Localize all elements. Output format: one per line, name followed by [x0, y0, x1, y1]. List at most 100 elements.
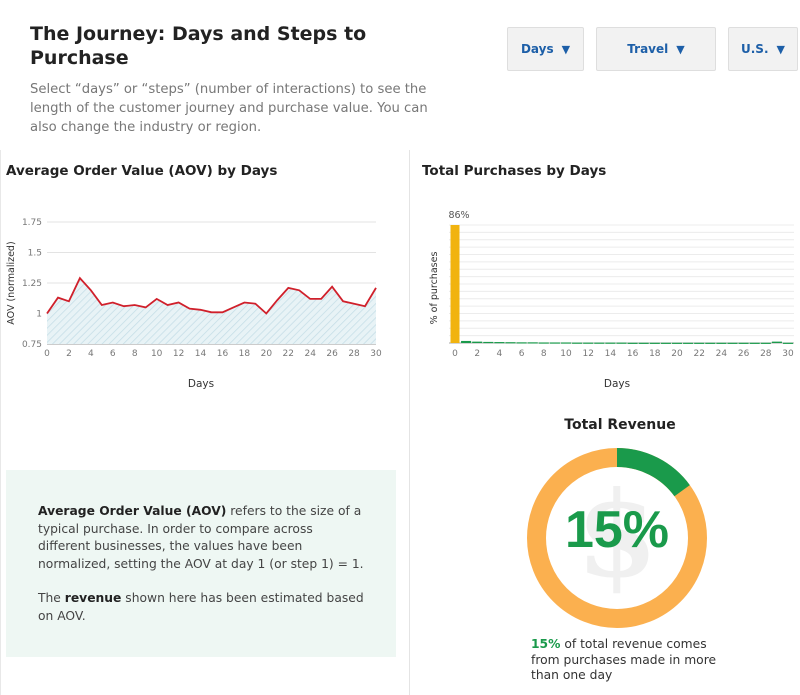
purchases-bar [671, 342, 683, 344]
purchases-bar [705, 342, 716, 344]
aov-definition-text: refers to the size of a typical purchase… [38, 504, 364, 571]
purchases-x-axis-label: Days [604, 378, 630, 390]
purchases-bar [638, 342, 649, 344]
purchases-chart-title: Total Purchases by Days [422, 163, 607, 179]
aov-area [47, 278, 376, 344]
industry-dropdown[interactable]: Travel ▼ [596, 27, 716, 71]
aov-x-tick-label: 6 [110, 349, 116, 359]
purchases-bar [549, 342, 560, 344]
aov-y-tick-label: 1.5 [28, 249, 42, 259]
purchases-x-tick-label: 16 [627, 349, 639, 359]
measure-dropdown[interactable]: Days ▼ [507, 27, 584, 71]
dollar-icon: $ [575, 465, 659, 604]
aov-term: Average Order Value (AOV) [38, 504, 227, 518]
aov-x-tick-label: 20 [261, 349, 273, 359]
chevron-down-icon: ▼ [776, 42, 785, 56]
aov-info-box: Average Order Value (AOV) refers to the … [6, 470, 396, 657]
purchases-x-tick-label: 20 [671, 349, 683, 359]
aov-y-tick-label: 0.75 [22, 340, 42, 350]
donut-highlight-segment [616, 448, 690, 497]
aov-series-line [46, 276, 377, 315]
purchases-bar [461, 340, 472, 343]
purchases-bar [516, 342, 527, 344]
revenue-percent: 15% [564, 501, 670, 559]
purchases-x-tick-label: 14 [605, 349, 617, 359]
region-dropdown[interactable]: U.S. ▼ [728, 27, 798, 71]
aov-x-tick-label: 10 [151, 349, 163, 359]
purchases-bar [649, 342, 660, 344]
purchases-bar [505, 342, 516, 344]
purchases-x-tick-label: 0 [452, 349, 458, 359]
purchases-bar [483, 341, 494, 344]
purchases-x-tick-label: 26 [738, 349, 750, 359]
purchases-bar [472, 341, 483, 343]
aov-x-tick-label: 12 [173, 349, 184, 359]
purchases-bar [627, 342, 638, 344]
purchases-x-tick-label: 28 [760, 349, 772, 359]
region-dropdown-value: U.S. [741, 42, 769, 56]
aov-chart-title: Average Order Value (AOV) by Days [6, 163, 278, 179]
aov-x-axis-label: Days [188, 378, 214, 390]
purchases-y-axis-label: % of purchases [429, 252, 440, 325]
aov-x-tick-label: 4 [88, 349, 94, 359]
purchases-x-tick-label: 24 [716, 349, 728, 359]
industry-dropdown-value: Travel [627, 42, 669, 56]
aov-x-tick-label: 8 [132, 349, 138, 359]
purchases-x-tick-label: 10 [560, 349, 572, 359]
page-subtitle: Select “days” or “steps” (number of inte… [30, 82, 428, 135]
purchases-x-tick-label: 6 [519, 349, 525, 359]
aov-x-tick-label: 16 [217, 349, 229, 359]
aov-x-tick-label: 26 [326, 349, 338, 359]
purchases-x-tick-label: 18 [649, 349, 661, 359]
purchases-bar [605, 342, 616, 344]
purchases-x-tick-label: 4 [497, 349, 503, 359]
aov-x-tick-label: 22 [283, 349, 294, 359]
purchases-bar [583, 342, 594, 344]
aov-x-tick-label: 18 [239, 349, 251, 359]
purchases-bar [749, 342, 760, 344]
revenue-note-pre: The [38, 591, 65, 605]
revenue-caption-text: of total revenue comes from purchases ma… [531, 637, 717, 682]
purchases-bar [716, 342, 727, 344]
revenue-note: The revenue shown here has been estimate… [38, 590, 364, 625]
page-title: The Journey: Days and Steps to Purchase [30, 23, 367, 69]
revenue-term: revenue [64, 591, 122, 605]
aov-x-tick-label: 30 [370, 349, 382, 359]
purchases-bar [760, 342, 771, 344]
total-revenue-title: Total Revenue [564, 417, 676, 433]
aov-x-tick-label: 14 [195, 349, 207, 359]
purchases-bar [738, 342, 749, 344]
aov-x-tick-label: 24 [304, 349, 316, 359]
aov-y-tick-label: 1 [36, 310, 42, 320]
aov-x-tick-label: 2 [66, 349, 72, 359]
revenue-caption-highlight: 15% [531, 637, 561, 651]
purchases-data-label: 86% [448, 210, 469, 221]
purchases-bar [683, 342, 694, 344]
purchases-bar [594, 342, 605, 344]
purchases-bar [494, 342, 505, 344]
purchases-bar [660, 342, 671, 344]
purchases-bar [771, 341, 782, 343]
revenue-caption: 15% of total revenue comes from purchase… [531, 637, 721, 684]
panel-border [0, 150, 1, 695]
panel-divider [409, 150, 410, 695]
measure-dropdown-value: Days [520, 42, 554, 56]
purchases-x-tick-label: 8 [541, 349, 547, 359]
chevron-down-icon: ▼ [676, 42, 685, 56]
purchases-bar [782, 342, 794, 344]
purchases-bar [727, 342, 738, 344]
aov-y-tick-label: 1.75 [22, 218, 42, 228]
purchases-bar [572, 342, 583, 344]
aov-y-axis-label: AOV (normalized) [6, 241, 17, 324]
purchases-x-tick-label: 30 [782, 349, 794, 359]
purchases-bar [694, 342, 705, 344]
purchases-bar [538, 342, 549, 344]
aov-x-tick-label: 0 [44, 349, 50, 359]
aov-definition: Average Order Value (AOV) refers to the … [38, 503, 364, 573]
purchases-bar [527, 342, 538, 344]
purchases-x-tick-label: 2 [474, 349, 480, 359]
purchases-x-tick-label: 12 [582, 349, 593, 359]
